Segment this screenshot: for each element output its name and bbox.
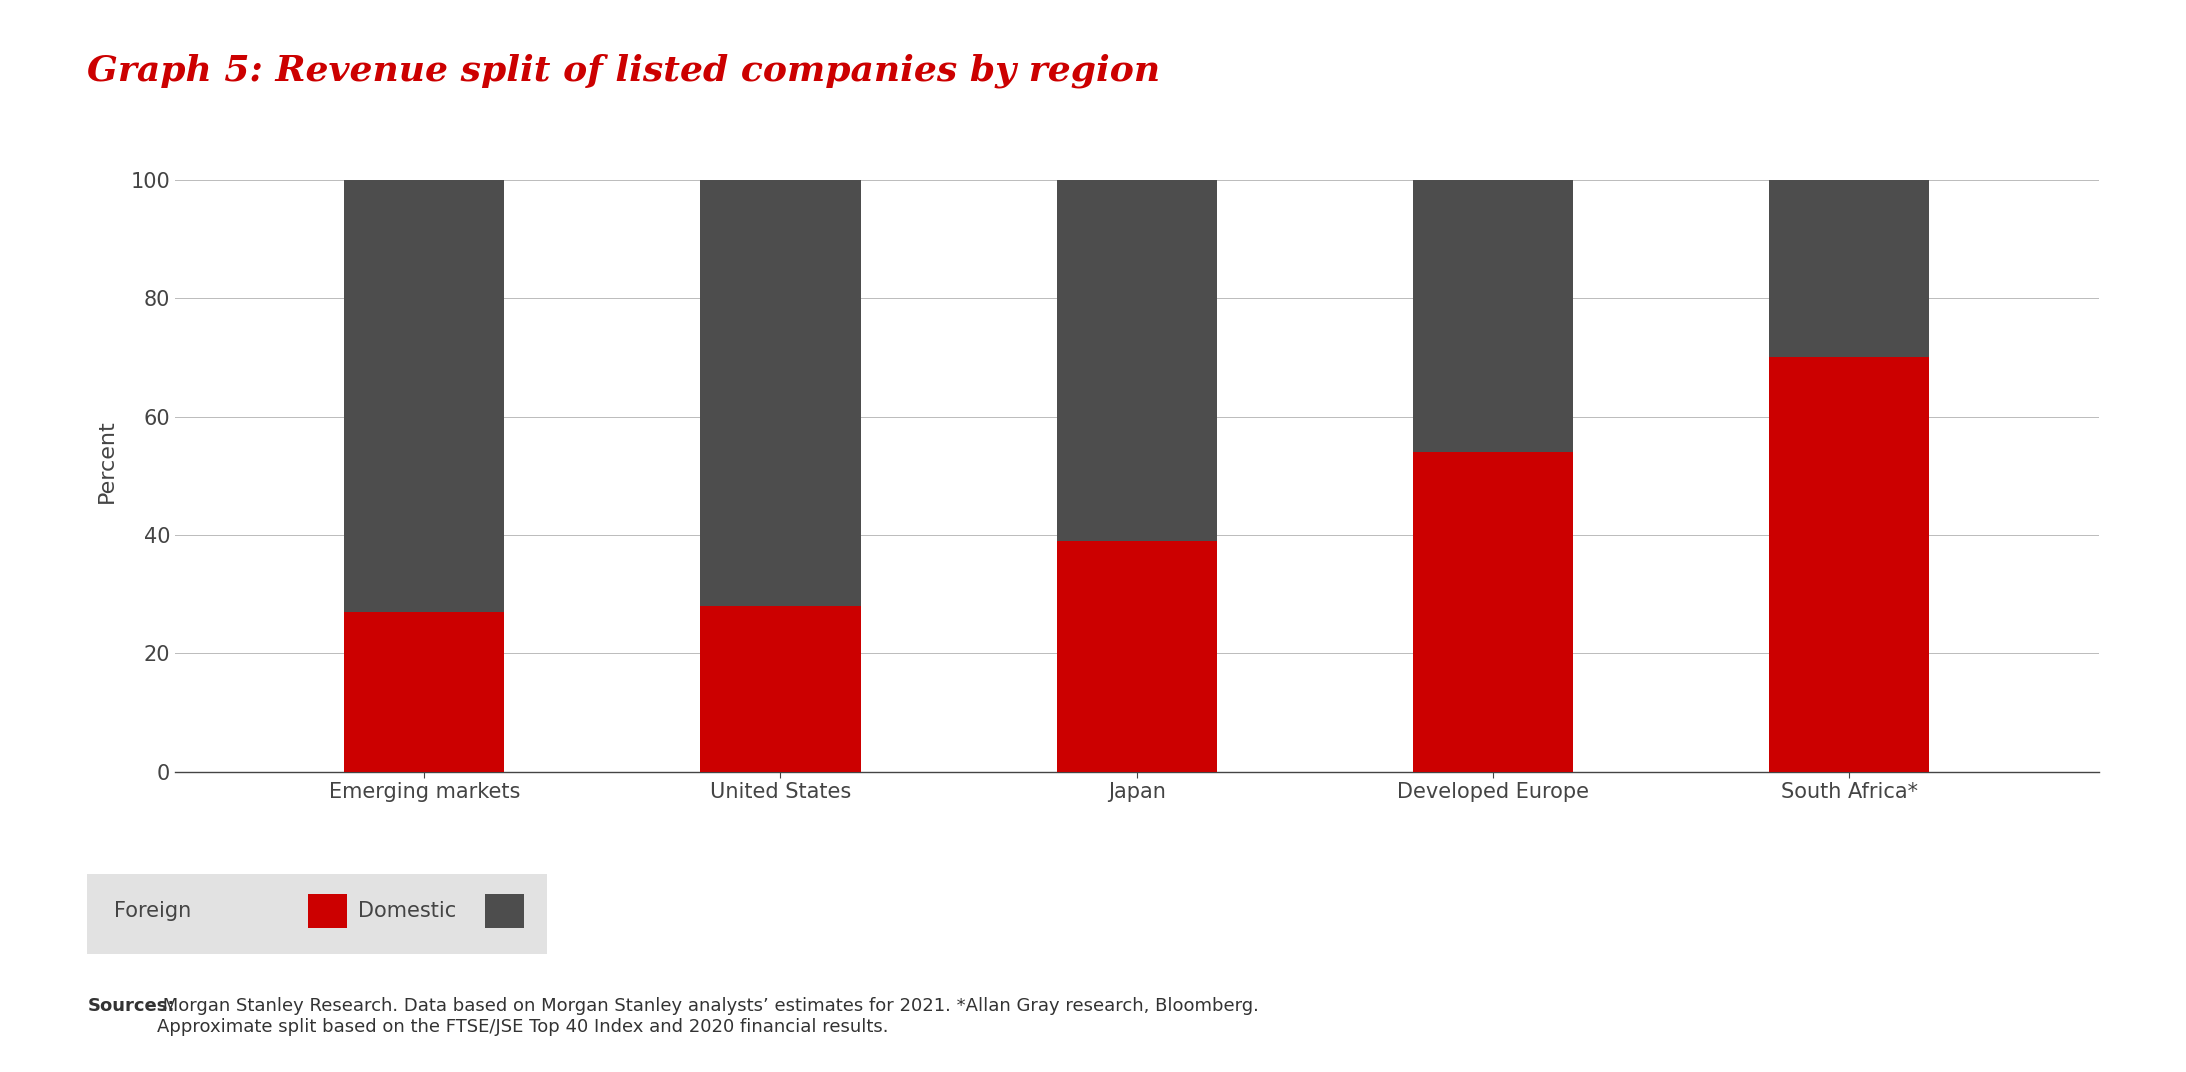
Bar xyxy=(1056,180,1218,541)
Bar xyxy=(1412,452,1574,772)
Text: Domestic: Domestic xyxy=(359,902,457,921)
Bar xyxy=(1768,180,1930,357)
Bar xyxy=(343,180,505,612)
Text: Graph 5: Revenue split of listed companies by region: Graph 5: Revenue split of listed compani… xyxy=(87,54,1161,88)
Text: Sources:: Sources: xyxy=(87,997,175,1015)
Y-axis label: Percent: Percent xyxy=(96,419,116,503)
Bar xyxy=(700,606,861,772)
Bar xyxy=(1768,357,1930,772)
Bar xyxy=(700,180,861,606)
Bar xyxy=(343,612,505,772)
Bar xyxy=(1056,541,1218,772)
Text: Foreign: Foreign xyxy=(114,902,190,921)
Bar xyxy=(1412,180,1574,452)
Text: Morgan Stanley Research. Data based on Morgan Stanley analysts’ estimates for 20: Morgan Stanley Research. Data based on M… xyxy=(157,997,1259,1036)
